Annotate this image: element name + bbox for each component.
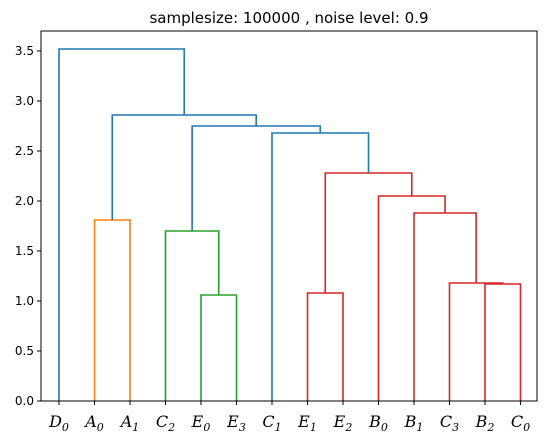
leaf-label: D0 bbox=[48, 412, 69, 434]
dendrogram-link-11 bbox=[111, 114, 257, 220]
y-tick-label: 3.0 bbox=[15, 94, 34, 108]
chart-title: samplesize: 100000 , noise level: 0.9 bbox=[149, 9, 428, 27]
y-axis: 0.0 0.5 1.0 1.5 2.0 2.5 3.0 3.5 bbox=[15, 44, 41, 408]
y-tick-label: 1.5 bbox=[15, 244, 34, 258]
leaf-label: B1 bbox=[404, 412, 424, 434]
dendrogram-link-2 bbox=[164, 230, 220, 401]
leaf-label: C0 bbox=[511, 412, 530, 434]
plot-frame bbox=[40, 30, 538, 402]
leaf-label: E0 bbox=[191, 412, 211, 434]
y-tick-label: 0.0 bbox=[15, 394, 34, 408]
leaf-label: A1 bbox=[119, 412, 140, 434]
dendrogram-link-10 bbox=[191, 125, 322, 231]
leaf-label: B0 bbox=[368, 412, 388, 434]
leaf-label: C1 bbox=[262, 412, 281, 434]
y-tick-label: 2.5 bbox=[15, 144, 34, 158]
leaf-label: E1 bbox=[297, 412, 317, 434]
dendrogram-link-0 bbox=[93, 219, 131, 401]
dendrogram-link-12 bbox=[58, 48, 186, 401]
y-tick-label: 2.0 bbox=[15, 194, 34, 208]
dendrogram-link-5 bbox=[448, 282, 504, 401]
leaf-label: E3 bbox=[226, 412, 246, 434]
dendrogram-link-1 bbox=[200, 294, 238, 401]
y-tick-label: 3.5 bbox=[15, 44, 34, 58]
dendrogram-link-3 bbox=[306, 292, 344, 401]
leaf-label: A0 bbox=[83, 412, 104, 434]
dendrogram-link-4 bbox=[484, 283, 522, 401]
dendrogram-link-7 bbox=[377, 195, 446, 401]
leaf-label: C2 bbox=[156, 412, 175, 434]
leaf-label: C3 bbox=[440, 412, 459, 434]
dendrogram-link-8 bbox=[324, 172, 413, 293]
dendrogram-link-6 bbox=[413, 212, 477, 401]
dendrogram-links bbox=[58, 48, 522, 401]
x-axis-leaf-labels: D0 A0 A1 C2 E0 E3 C1 E1 E2 B0 B1 C3 B2 C0 bbox=[48, 401, 530, 434]
leaf-label: B2 bbox=[475, 412, 495, 434]
y-tick-label: 0.5 bbox=[15, 344, 34, 358]
leaf-label: E2 bbox=[333, 412, 353, 434]
y-tick-label: 1.0 bbox=[15, 294, 34, 308]
